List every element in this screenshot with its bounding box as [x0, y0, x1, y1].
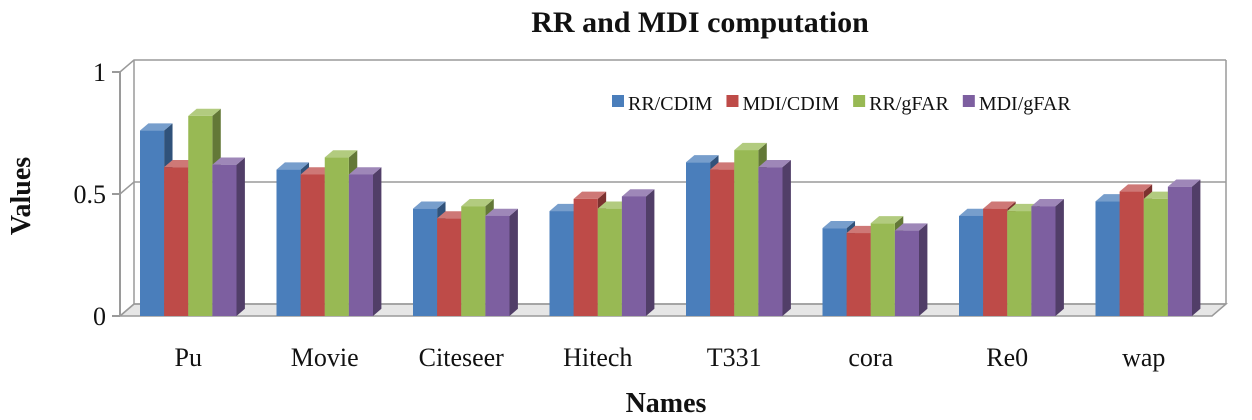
legend-label: RR/gFAR: [869, 93, 949, 115]
bar-top: [822, 220, 856, 229]
bar-top: [1167, 179, 1201, 187]
bar-side: [1055, 199, 1064, 316]
bar-top: [983, 201, 1016, 209]
bar: [1167, 179, 1201, 316]
bar-side: [236, 157, 245, 316]
bar-top: [140, 123, 173, 131]
bar-front: [846, 233, 871, 316]
bar-front: [734, 150, 759, 316]
bar-top: [276, 162, 310, 170]
bar-front: [959, 215, 984, 316]
bar-front: [348, 174, 373, 316]
bar-front: [597, 208, 622, 316]
bar-front: [621, 196, 646, 316]
bar-top: [573, 191, 607, 199]
bar-side: [782, 159, 791, 316]
bar-front: [324, 157, 349, 316]
bar-front: [413, 208, 438, 316]
bar-top: [621, 189, 655, 197]
x-tick-label: Movie: [291, 343, 359, 372]
bar-top: [461, 199, 494, 207]
legend-label: MDI/CDIM: [742, 93, 839, 115]
bar-top: [870, 216, 904, 224]
y-tick-labels: 00.51: [74, 58, 107, 331]
bar-top: [686, 155, 719, 163]
bar-front: [894, 230, 919, 316]
bar: [758, 159, 791, 316]
y-tick-label: 0: [93, 302, 106, 331]
bar-front: [1031, 206, 1056, 316]
bar-front: [710, 169, 735, 316]
y-tick-label: 1: [93, 58, 106, 87]
legend-swatch: [962, 95, 975, 107]
x-axis-label: Names: [626, 388, 707, 419]
bar: [212, 157, 245, 316]
legend-swatch: [853, 95, 866, 107]
bar-front: [164, 167, 189, 316]
bar-front: [461, 206, 486, 316]
bar-top: [212, 157, 245, 165]
bars: [140, 108, 1201, 316]
bar-top: [348, 167, 382, 175]
bar-top: [734, 142, 767, 151]
legend-label: MDI/gFAR: [979, 93, 1072, 115]
bar-front: [437, 218, 462, 316]
bar-front: [1167, 186, 1192, 316]
x-tick-label: Re0: [986, 343, 1028, 372]
bar-top: [894, 223, 928, 231]
bar-front: [1119, 191, 1144, 316]
x-tick-label: Citeseer: [419, 343, 505, 372]
bar: [621, 189, 655, 316]
bar-side: [1192, 179, 1201, 316]
bar-side: [373, 167, 382, 316]
y-tick-label: 0.5: [74, 180, 107, 209]
bar-front: [1007, 211, 1032, 316]
bar-front: [188, 115, 213, 316]
legend-swatch: [726, 95, 739, 107]
chart-title: RR and MDI computation: [531, 6, 869, 39]
x-tick-label: Pu: [175, 343, 202, 372]
bar-front: [549, 211, 574, 316]
x-tick-label: cora: [848, 343, 893, 372]
gridline: [119, 181, 1226, 195]
bar-front: [1143, 198, 1168, 316]
y-axis-label: Values: [6, 157, 37, 235]
bar-front: [686, 162, 711, 316]
x-tick-labels: Pu Movie Citeseer Hitech T331 cora Re0 wap: [175, 343, 1166, 372]
bar: [1031, 199, 1064, 316]
bar-top: [1119, 184, 1153, 192]
bar-top: [485, 208, 518, 216]
bar: [348, 167, 382, 316]
bar: [894, 223, 928, 316]
legend-label: RR/CDIM: [628, 93, 713, 115]
bar-front: [758, 167, 783, 316]
bar: [485, 208, 518, 316]
bar-top: [324, 150, 358, 158]
bar-top: [413, 201, 446, 209]
bar-side: [919, 223, 928, 316]
x-tick-label: Hitech: [563, 343, 632, 372]
bar-top: [188, 108, 221, 116]
bar-front: [983, 208, 1008, 316]
bar-front: [573, 198, 598, 316]
bar-front: [870, 223, 895, 316]
x-tick-label: wap: [1122, 343, 1165, 372]
x-tick-label: T331: [707, 343, 762, 372]
bar-front: [485, 215, 510, 316]
bar-side: [509, 208, 518, 316]
bar-front: [140, 130, 165, 316]
gridline: [119, 59, 1226, 73]
legend-swatch: [612, 95, 624, 107]
bar-side: [646, 189, 655, 316]
bar-front: [276, 169, 301, 316]
bar-front: [822, 228, 847, 316]
bar-front: [1095, 201, 1120, 316]
bar-top: [1031, 199, 1064, 207]
bar-top: [758, 159, 791, 168]
legend: RR/CDIM MDI/CDIM RR/gFAR MDI/gFAR: [612, 93, 1071, 115]
bar-front: [212, 164, 237, 316]
bar-front: [300, 174, 325, 316]
